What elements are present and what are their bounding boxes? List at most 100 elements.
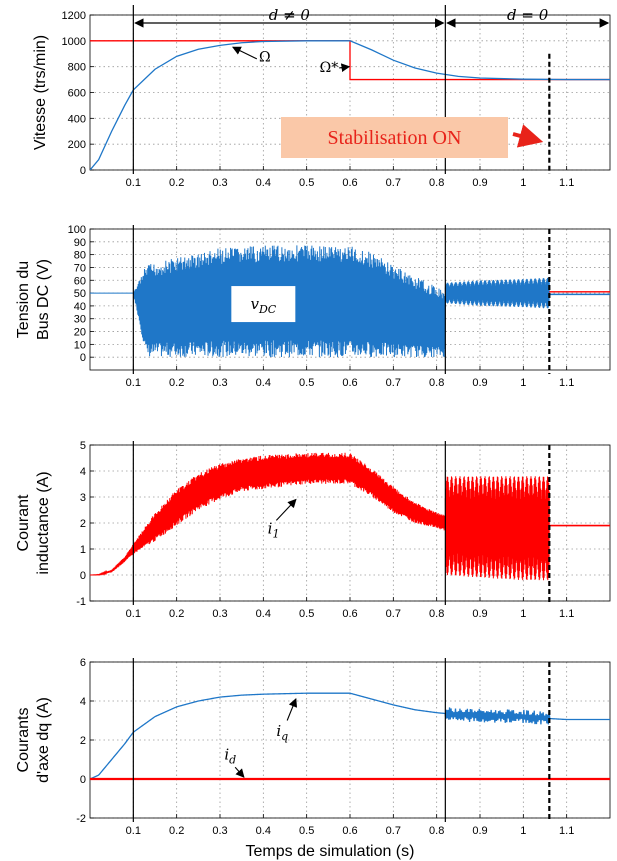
plot-area [90,40,610,170]
y-tick-label: 2 [80,518,86,530]
y-tick-label: 70 [74,262,86,274]
x-tick-label: 0.7 [386,608,401,620]
y-tick-label: 0 [80,165,86,177]
x-tick-label: 0.3 [212,608,227,620]
series-Ω [90,40,610,170]
y-tick-label: 5 [80,440,86,452]
y-tick-label: 20 [74,327,86,339]
stabilisation-banner [281,117,508,158]
y-tick-label: 1200 [62,10,86,22]
y-axis-label: Courants d'axe dq (A) [15,697,52,783]
y-tick-label: 80 [74,250,86,262]
y-tick-label: 400 [68,113,86,125]
x-tick-label: 0.1 [126,608,141,620]
panel-1: 0 200 400 600 800 1000 1200 0.1 0.2 0.3 0.4 0.5 0.6 0… [32,5,611,189]
region-label-d-zero: d = 0 [507,6,549,24]
x-tick-label: 0.9 [472,608,487,620]
series-i1-oscillation [444,476,550,581]
x-tick-label: 0.6 [342,377,357,389]
id-label: id [224,746,236,767]
x-tick-label: 0.1 [126,825,141,837]
x-tick-label: 0.5 [299,377,314,389]
x-tick-label: 0.7 [386,825,401,837]
x-tick-label: 0.2 [169,177,184,189]
y-tick-label: -2 [76,813,86,825]
x-tick-label: 0.3 [212,177,227,189]
y-tick-label: 90 [74,237,86,249]
x-tick-label: 1 [520,177,526,189]
stabilisation-arrow [512,124,544,148]
x-tick-label: 0.1 [126,377,141,389]
y-tick-label: 50 [74,288,86,300]
y-tick-label: 4 [80,466,86,478]
plot-area [90,245,610,358]
x-tick-label: 0.8 [429,177,444,189]
x-tick-label: 0.4 [256,377,271,389]
x-tick-label: 1.1 [559,825,574,837]
y-tick-label: 800 [68,62,86,74]
omega-arrow [232,46,258,60]
omega-label: Ω [259,50,271,66]
y-tick-label: 40 [74,301,86,313]
series-vDC-transient [90,245,446,358]
stabilisation-banner-text: Stabilisation ON [328,127,462,149]
i1-arrow [275,498,297,521]
x-tick-label: 0.2 [169,608,184,620]
x-tick-label: 0.4 [256,825,271,837]
y-tick-label: -1 [76,596,86,608]
x-tick-label: 0.4 [256,177,271,189]
y-tick-label: 6 [80,657,86,669]
plot-area [90,692,610,781]
series-Ω* [90,40,610,81]
series-i1-transient [90,452,446,576]
y-tick-label: 1000 [62,36,86,48]
x-tick-label: 0.9 [472,377,487,389]
x-tick-label: 0.8 [429,608,444,620]
iq-label: iq [276,722,288,743]
y-axis-label: Tension du Bus DC (V) [15,259,52,340]
y-tick-label: 3 [80,492,86,504]
y-tick-label: 100 [68,224,86,236]
y-tick-label: 0 [80,352,86,364]
panel-3: -1 0 1 2 3 4 5 0.1 0.2 0.3 0.4 0.5 0.6 0.7 0.8 0.9 1 1.1 C… [15,440,611,620]
x-tick-label: 0.7 [386,177,401,189]
x-tick-label: 0.2 [169,825,184,837]
vdc-label-box [231,286,296,323]
omega-ref-arrow [339,63,351,73]
x-tick-label: 0.7 [386,377,401,389]
x-tick-label: 1.1 [559,377,574,389]
y-tick-label: 2 [80,735,86,747]
x-tick-label: 0.5 [299,608,314,620]
vdc-label: vDC [250,295,276,316]
panel-4: -2 0 2 4 6 0.1 0.2 0.3 0.4 0.5 0.6 0.7 0.8 0.9 1 1.1 Cou… [15,657,611,860]
x-tick-label: 0.3 [212,377,227,389]
y-tick-label: 10 [74,339,86,351]
y-axis-label: Courant inductance (A) [15,471,52,574]
iq-arrow [286,698,298,721]
x-tick-label: 0.8 [429,825,444,837]
x-tick-label: 0.5 [299,825,314,837]
x-tick-label: 0.2 [169,377,184,389]
x-tick-label: 0.9 [472,825,487,837]
x-tick-label: 1.1 [559,177,574,189]
plot-area [90,452,610,581]
y-tick-label: 0 [80,774,86,786]
x-tick-label: 0.8 [429,377,444,389]
omega-ref-label: Ω* [320,60,339,76]
series-iq [90,692,610,780]
x-tick-label: 1.1 [559,608,574,620]
x-tick-label: 1 [520,377,526,389]
series-vDC-oscillation [444,277,550,309]
i1-label: i1 [268,519,280,540]
x-axis-label: Temps de simulation (s) [246,843,415,860]
y-axis-label: Vitesse (trs/min) [32,35,49,150]
y-tick-label: 200 [68,139,86,151]
x-tick-label: 1 [520,608,526,620]
x-tick-label: 0.4 [256,608,271,620]
x-tick-label: 1 [520,825,526,837]
x-tick-label: 0.6 [342,177,357,189]
y-tick-label: 0 [80,570,86,582]
y-tick-label: 60 [74,275,86,287]
